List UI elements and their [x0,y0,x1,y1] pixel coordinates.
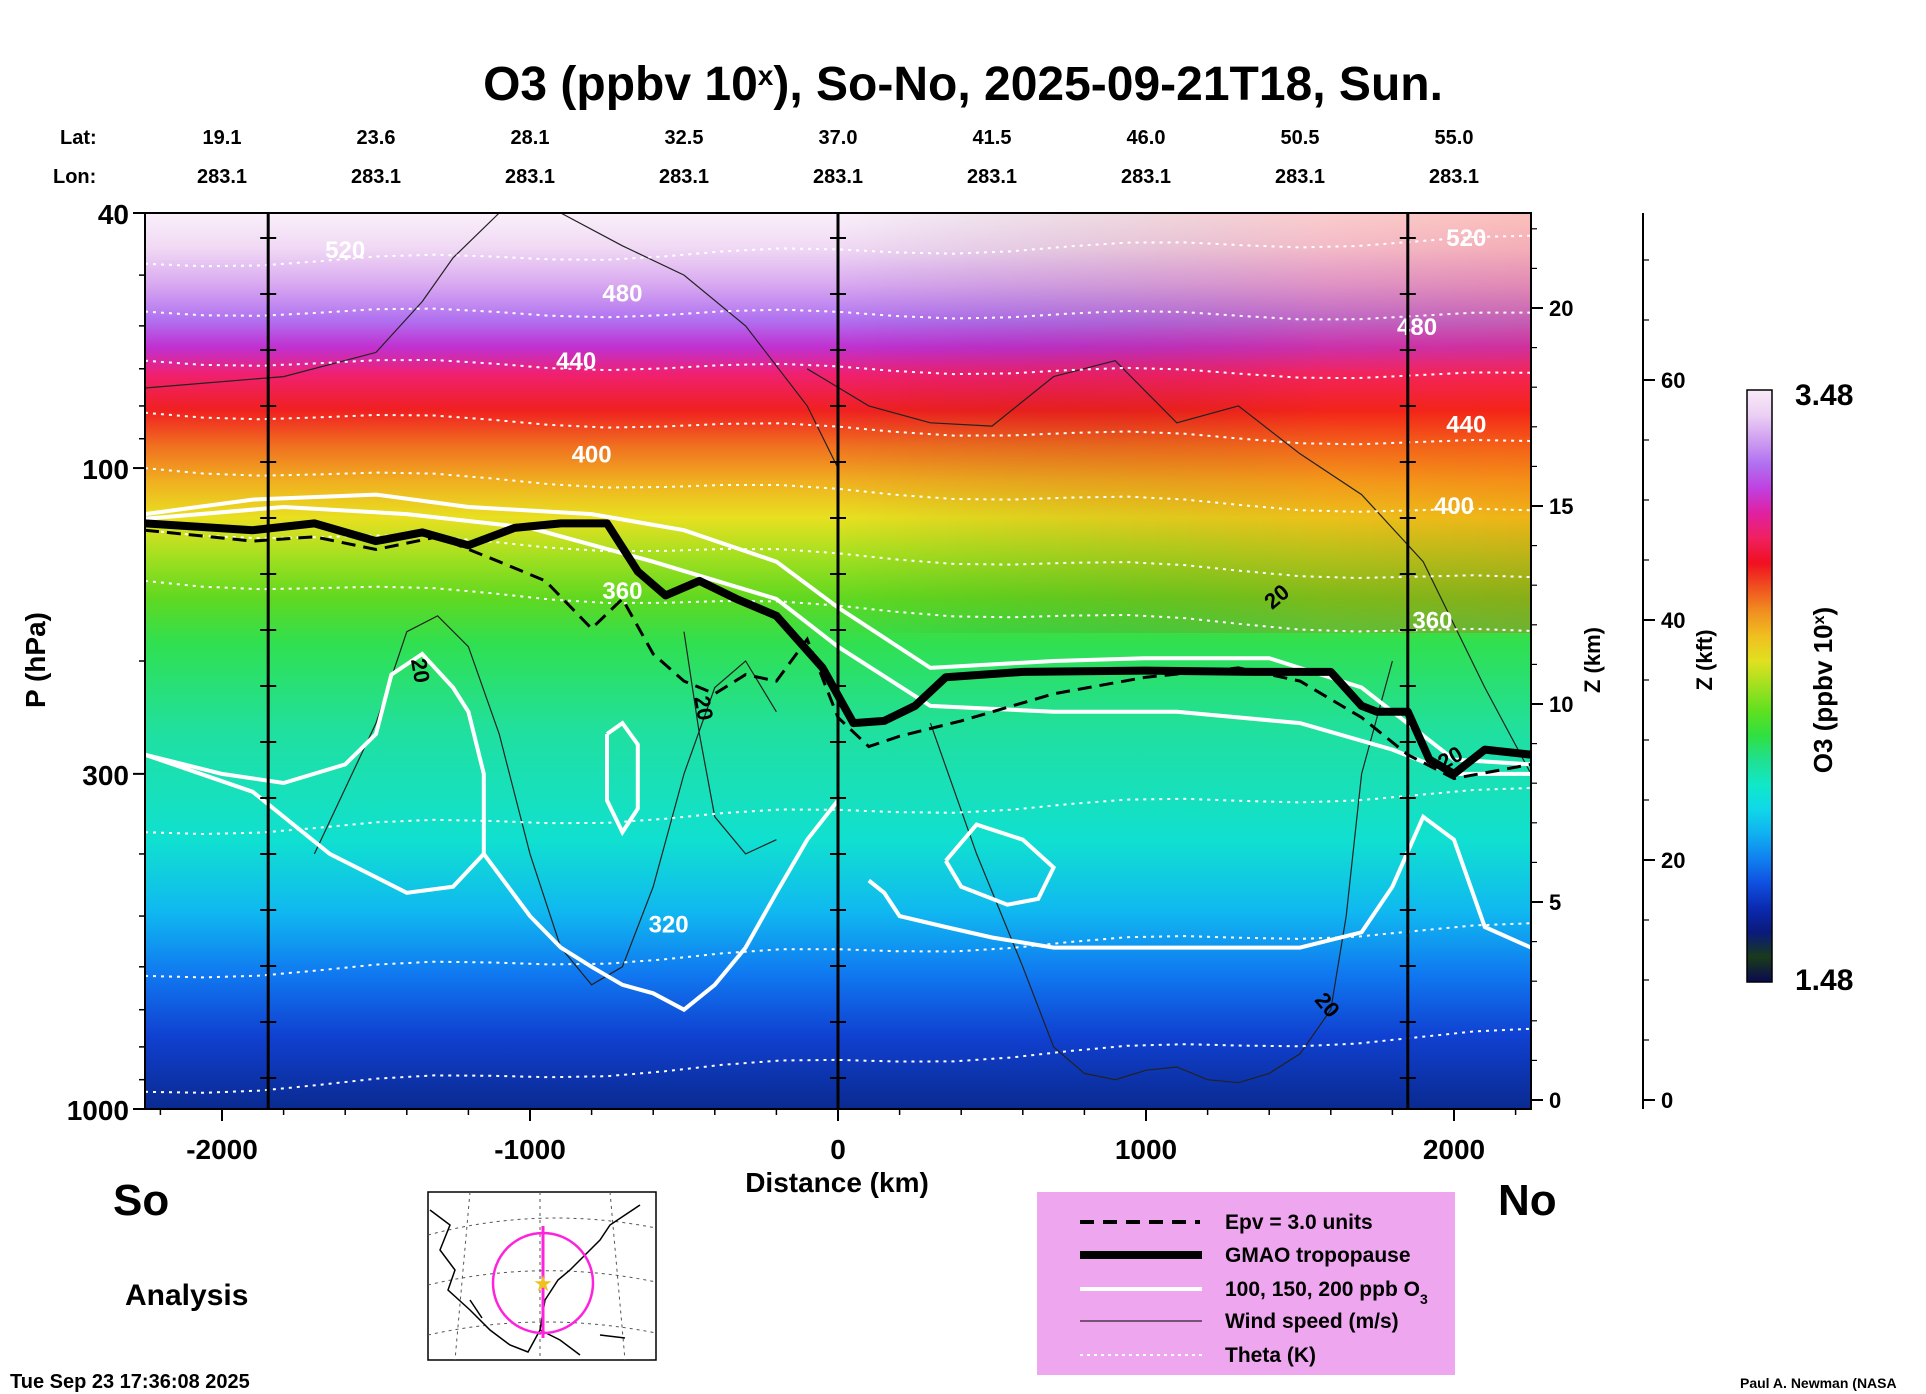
lon-value: 283.1 [1275,166,1325,188]
lon-value: 283.1 [197,166,247,188]
wind-speed-contours [145,213,1531,1084]
lat-value: 37.0 [819,127,858,149]
z-km-tick-label: 20 [1549,296,1573,321]
lon-value: 283.1 [1121,166,1171,188]
z-kft-axis-label: Z (kft) [1692,629,1717,690]
wind-speed-line [145,213,839,469]
lon-value: 283.1 [505,166,555,188]
wind-speed-line [806,360,1531,775]
legend-theta: Theta (K) [1225,1344,1316,1367]
z-km-tick-label: 15 [1549,494,1573,519]
lat-value: 32.5 [665,127,704,149]
colorbar-min-label: 1.48 [1795,964,1853,997]
theta-label: 320 [649,911,689,938]
legend-epv: Epv = 3.0 units [1225,1211,1373,1234]
p-tick-label: 300 [82,760,129,791]
colorbar-label: O3 (ppbv 10x) [1808,607,1838,773]
lat-value: 28.1 [511,127,550,149]
z-km-axis: 0 5 10 15 20 [1530,213,1573,1113]
ozone-contour-line [145,504,1531,776]
lat-value: 41.5 [973,127,1012,149]
chart-title: O3 (ppbv 10x), So-No, 2025-09-21T18, Sun… [483,58,1443,111]
theta-label: 520 [325,237,365,264]
z-kft-tick-label: 20 [1661,848,1685,873]
colorbar-max-label: 3.48 [1795,379,1853,412]
x-tick-label: -1000 [494,1134,566,1165]
south-label: So [113,1176,169,1225]
theta-label: 520 [1446,225,1486,252]
lat-value: 46.0 [1127,127,1166,149]
wind-speed-line [929,660,1393,1084]
legend: Epv = 3.0 units GMAO tropopause 100, 150… [1037,1192,1455,1375]
ozone-contour-line [944,822,1057,907]
lon-value: 283.1 [967,166,1017,188]
ozone-contour-line [867,813,1531,950]
x-axis-label: Distance (km) [745,1167,929,1198]
legend-tropopause: GMAO tropopause [1225,1244,1411,1267]
theta-label: 400 [1434,493,1474,520]
x-axis: -2000 -1000 0 1000 2000 [159,1109,1517,1165]
lat-value: 19.1 [203,127,242,149]
z-km-tick-label: 5 [1549,890,1561,915]
theta-label: 480 [1397,314,1437,341]
lat-value: 23.6 [357,127,396,149]
lon-value: 283.1 [813,166,863,188]
credit: Paul A. Newman (NASA [1740,1375,1897,1391]
theta-labels: 520 480 440 400 360 320 520 480 440 400 360 [325,225,1486,938]
z-km-tick-label: 0 [1549,1088,1561,1113]
inset-map-star-icon: ★ [533,1272,553,1297]
wind-label: 20 [406,656,435,684]
section-vertical-lines [260,213,1416,1109]
lat-row-label: Lat: [60,127,97,149]
analysis-label: Analysis [125,1279,248,1312]
x-tick-label: 2000 [1423,1134,1485,1165]
x-tick-label: 1000 [1115,1134,1177,1165]
lon-row-label: Lon: [53,166,96,188]
x-tick-label: -2000 [186,1134,258,1165]
z-km-axis-label: Z (km) [1580,627,1605,693]
p-tick-label: 40 [98,199,129,230]
p-tick-label: 1000 [67,1095,129,1126]
north-label: No [1498,1176,1557,1225]
legend-ozone: 100, 150, 200 ppb O3 [1225,1278,1428,1307]
inset-map: ★ [427,1191,657,1361]
y-axis-label: P (hPa) [20,612,51,708]
theta-label: 440 [1446,411,1486,438]
lon-value: 283.1 [351,166,401,188]
colorbar [1746,389,1773,983]
theta-label: 440 [556,348,596,375]
wind-speed-line [683,631,777,855]
ozone-contour-line [605,720,640,837]
lat-value: 55.0 [1435,127,1474,149]
z-kft-tick-label: 40 [1661,608,1685,633]
lat-lon-labels: 19.1 283.1 23.6 283.1 28.1 283.1 32.5 283.1 37.0… [197,127,1479,188]
inset-map-coastline [429,1204,641,1356]
theta-label: 360 [602,578,642,605]
lon-value: 283.1 [1429,166,1479,188]
timestamp: Tue Sep 23 17:36:08 2025 [10,1371,250,1393]
z-km-tick-label: 10 [1549,692,1573,717]
wind-label: 20 [689,694,718,722]
pressure-axis: 40 100 300 1000 [67,199,145,1126]
theta-label: 400 [572,441,612,468]
z-kft-tick-label: 60 [1661,368,1685,393]
theta-label: 480 [602,281,642,308]
ozone-contour-line [145,651,486,895]
z-kft-axis: 0 20 40 60 [1642,213,1685,1113]
ozone-contour-line [482,799,840,1013]
z-kft-tick-label: 0 [1661,1088,1673,1113]
lat-value: 50.5 [1281,127,1320,149]
lon-value: 283.1 [659,166,709,188]
theta-label: 360 [1412,608,1452,635]
legend-wind: Wind speed (m/s) [1225,1310,1399,1333]
p-tick-label: 100 [82,454,129,485]
x-tick-label: 0 [830,1134,846,1165]
